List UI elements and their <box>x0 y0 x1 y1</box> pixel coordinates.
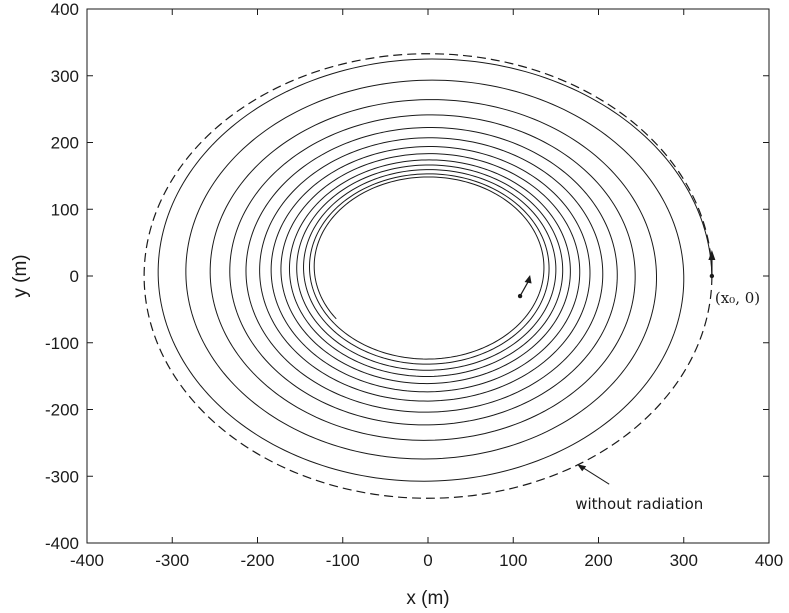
y-tick-label: 0 <box>70 267 79 286</box>
x-tick-label: 200 <box>584 551 612 570</box>
annotation-arrowhead <box>577 464 587 472</box>
x-tick-label: 0 <box>423 551 432 570</box>
plot-area <box>86 8 770 544</box>
series-group <box>143 53 716 499</box>
x-tick-label: -100 <box>326 551 360 570</box>
x-tick-label: -300 <box>155 551 189 570</box>
x-tick-label: -200 <box>240 551 274 570</box>
y-tick-label: -200 <box>45 401 79 420</box>
end-direction-arrow <box>519 279 530 297</box>
y-tick-label: -300 <box>45 467 79 486</box>
x-tick-label: 100 <box>499 551 527 570</box>
y-tick-label: -100 <box>45 334 79 353</box>
x-tick-label: -400 <box>70 551 104 570</box>
end-arrowhead <box>524 275 532 284</box>
annotation-arrow <box>581 466 610 485</box>
y-tick-label: 100 <box>51 200 79 219</box>
y-tick-label: -400 <box>45 534 79 553</box>
x-axis-label: x (m) <box>406 588 449 609</box>
annotation-without-radiation: without radiation <box>575 495 703 513</box>
y-tick-label: 300 <box>51 67 79 86</box>
start-point <box>709 273 715 279</box>
axis-ticks <box>86 8 770 544</box>
y-tick-labels: -400 -300 -200 -100 0 100 200 300 400 <box>45 0 79 553</box>
x-tick-labels: -400 -300 -200 -100 0 100 200 300 400 <box>70 551 783 570</box>
start-arrowhead <box>708 250 716 260</box>
x-tick-label: 300 <box>670 551 698 570</box>
annotations: without radiation (x₀, 0) <box>575 289 760 513</box>
spiral-trajectory <box>157 58 713 482</box>
x-tick-label: 400 <box>755 551 783 570</box>
y-tick-label: 400 <box>51 0 79 19</box>
annotation-start-point-label: (x₀, 0) <box>715 289 760 307</box>
y-tick-label: 200 <box>51 134 79 153</box>
y-axis-label: y (m) <box>10 254 31 297</box>
